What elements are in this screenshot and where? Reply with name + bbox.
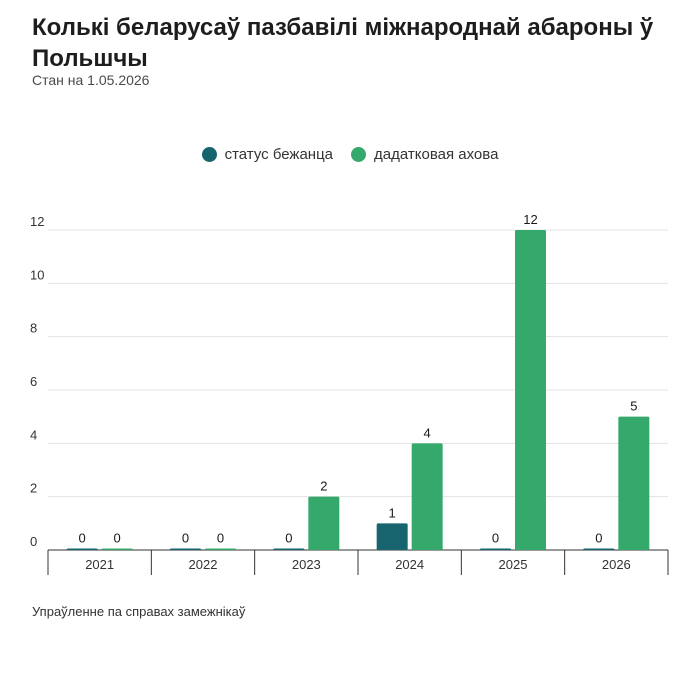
- x-tick-label: 2021: [85, 557, 114, 572]
- bar: [376, 523, 408, 550]
- bar: [170, 548, 201, 550]
- bar: [618, 416, 650, 550]
- legend-item-subsidiary-protection[interactable]: дадатковая ахова: [351, 146, 498, 163]
- bar: [583, 548, 615, 550]
- y-tick-label: 2: [30, 481, 37, 496]
- chart-title: Колькі беларусаў пазбавілі міжнароднай а…: [32, 14, 654, 72]
- y-tick-label: 10: [30, 267, 44, 282]
- data-label: 0: [492, 531, 499, 546]
- data-label: 12: [523, 212, 537, 227]
- x-tick-label: 2026: [602, 557, 631, 572]
- data-label: 1: [389, 505, 396, 520]
- bar: [308, 496, 340, 550]
- data-label: 0: [217, 531, 224, 546]
- data-label: 4: [424, 425, 431, 440]
- bar: [273, 548, 305, 550]
- legend-label-subsidiary-protection: дадатковая ахова: [374, 146, 499, 163]
- source-note: Упраўленне па справах замежнікаў: [32, 604, 246, 619]
- x-tick-label: 2025: [499, 557, 528, 572]
- bar: [101, 548, 133, 550]
- data-label: 5: [630, 399, 637, 414]
- x-tick-label: 2023: [292, 557, 321, 572]
- data-label: 0: [595, 531, 602, 546]
- y-tick-label: 4: [30, 427, 37, 442]
- bar: [480, 548, 511, 550]
- legend: статус бежанца дадатковая ахова: [0, 146, 700, 163]
- chart-subtitle: Стан на 1.05.2026: [32, 72, 150, 88]
- bar: [66, 548, 98, 550]
- legend-swatch-refugee-status: [201, 147, 217, 162]
- data-label: 0: [182, 531, 189, 546]
- data-label: 0: [79, 531, 86, 546]
- bar: [515, 230, 546, 550]
- legend-label-refugee-status: статус бежанца: [224, 146, 334, 163]
- y-tick-label: 12: [30, 214, 44, 229]
- x-tick-label: 2024: [395, 557, 424, 572]
- data-label: 2: [320, 479, 327, 494]
- legend-swatch-subsidiary-protection: [351, 147, 367, 162]
- x-tick-label: 2022: [189, 557, 218, 572]
- bar: [205, 548, 236, 550]
- legend-item-refugee-status[interactable]: статус бежанца: [201, 146, 334, 163]
- y-tick-label: 8: [30, 321, 37, 336]
- bar: [411, 443, 443, 550]
- y-tick-label: 0: [30, 534, 37, 549]
- data-label: 0: [114, 531, 121, 546]
- data-label: 0: [285, 531, 292, 546]
- y-tick-label: 6: [30, 374, 37, 389]
